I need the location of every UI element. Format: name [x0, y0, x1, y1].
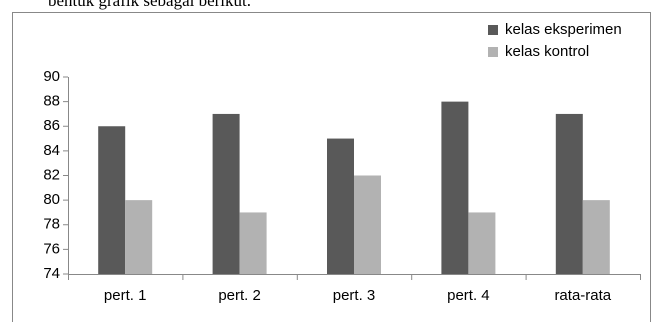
bar [555, 113, 583, 274]
legend-label: kelas kontrol [505, 43, 589, 60]
legend-swatch [488, 47, 498, 57]
bar [354, 175, 381, 274]
y-tick-label: 86 [43, 117, 60, 134]
y-tick-label: 82 [43, 166, 60, 183]
x-tick-label: pert. 3 [333, 287, 376, 304]
y-tick-label: 74 [43, 265, 60, 282]
legend-label: kelas eksperimen [505, 21, 622, 38]
chart-border [12, 12, 651, 322]
bar [212, 113, 240, 274]
bar [327, 138, 354, 274]
bar [98, 126, 126, 274]
y-tick-label: 78 [43, 216, 60, 233]
caption: bentuk grafik sebagai berikut. [48, 0, 251, 10]
y-tick-label: 88 [43, 93, 60, 110]
x-tick-label: pert. 2 [218, 287, 261, 304]
y-tick-label: 84 [43, 142, 60, 159]
y-tick-label: 80 [43, 191, 60, 208]
x-tick-label: rata-rata [554, 287, 611, 304]
bar [239, 212, 267, 274]
x-tick-label: pert. 1 [104, 287, 147, 304]
bar [441, 101, 469, 274]
bar [582, 200, 610, 274]
bar [468, 212, 496, 274]
y-tick-label: 90 [43, 68, 60, 85]
legend-swatch [488, 25, 498, 35]
y-tick-label: 76 [43, 240, 60, 257]
bar [125, 200, 153, 274]
x-tick-label: pert. 4 [447, 287, 490, 304]
